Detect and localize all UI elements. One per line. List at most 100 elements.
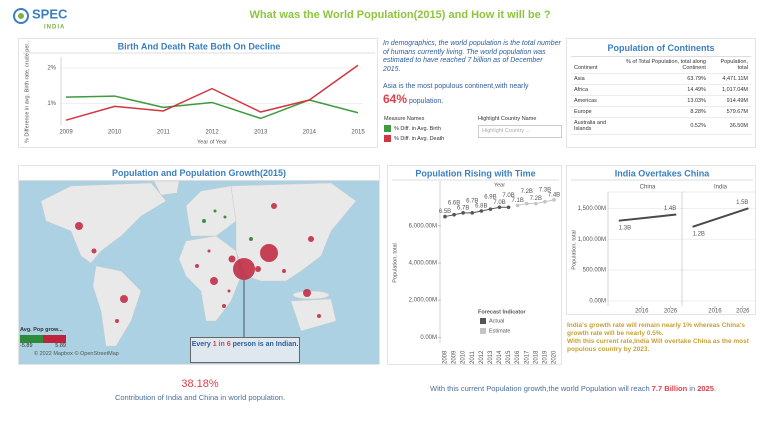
column-header: Population, total xyxy=(708,57,751,74)
map-bubble xyxy=(308,236,314,242)
data-point xyxy=(524,201,529,206)
map-bubble xyxy=(75,222,83,230)
callout-text: person is an Indian. xyxy=(230,341,299,348)
land xyxy=(292,290,330,300)
data-point xyxy=(534,201,538,206)
y-tick-label: 0.00M xyxy=(589,298,606,304)
map-bubble xyxy=(249,237,253,241)
x-tick-label: 2016 xyxy=(708,309,722,315)
legend-label: % Diff. in Avg. Birth xyxy=(394,125,441,132)
data-label: 6.9B xyxy=(484,195,496,201)
map-bubble xyxy=(223,215,227,219)
table-cell: 14.49% xyxy=(620,84,709,96)
facet-header: India xyxy=(714,185,728,191)
land xyxy=(178,235,242,322)
population-rising-chart: Population Rising with Time Population, t… xyxy=(387,165,562,365)
map-bubble xyxy=(207,249,211,253)
map-bubble xyxy=(210,277,218,285)
data-point xyxy=(470,211,475,215)
map-attribution: © 2022 Mapbox © OpenStreetMap xyxy=(34,351,119,357)
facet-header: China xyxy=(640,185,656,191)
series-line xyxy=(65,64,359,121)
data-label: 6.7B xyxy=(466,198,478,204)
share-block: 38.18% Contribution of India and China i… xyxy=(60,378,340,402)
asia-tail: population. xyxy=(408,98,444,105)
x-header: Year xyxy=(494,182,505,188)
data-point xyxy=(543,199,547,204)
logo-name: SPEC xyxy=(32,6,68,21)
data-label: 1.3B xyxy=(619,225,631,231)
x-tick-label: 2012 xyxy=(479,350,485,364)
data-point xyxy=(443,214,447,219)
continents-panel: Population of Continents Continent% of T… xyxy=(566,38,756,148)
x-tick-label: 2020 xyxy=(552,350,558,364)
birth-death-chart: Birth And Death Rate Both On Decline % Di… xyxy=(18,38,378,148)
map-legend: Avg. Pop grow... -5.89 5.89 xyxy=(20,327,100,349)
y-axis-label: Population, total xyxy=(571,230,577,269)
map-bubble xyxy=(282,269,286,273)
map-bubble xyxy=(233,258,255,280)
data-label: 6.6B xyxy=(448,200,460,206)
legend-swatch xyxy=(384,135,391,142)
x-tick-label: 2011 xyxy=(157,130,171,136)
highlight-label: Highlight Country Name xyxy=(478,116,537,122)
map-bubble xyxy=(213,209,217,213)
x-tick-label: 2016 xyxy=(515,350,521,364)
table-header: Continent% of Total Population, total al… xyxy=(571,57,751,74)
column-header: Continent xyxy=(571,57,621,74)
table-cell: Australia and Islands xyxy=(571,117,621,135)
data-label: 6.7B xyxy=(457,205,469,211)
chart-title: India Overtakes China xyxy=(615,168,711,178)
x-tick-label: 2015 xyxy=(351,130,365,136)
x-tick-label: 2009 xyxy=(452,350,458,364)
x-tick-label: 2017 xyxy=(524,350,530,364)
data-label: 7.2B xyxy=(530,196,542,202)
table-cell: 0.52% xyxy=(620,117,709,135)
column-header: % of Total Population, total along Conti… xyxy=(620,57,709,74)
map-bubble xyxy=(260,244,278,262)
highlight-input[interactable]: Highlight Country ... xyxy=(478,125,562,138)
y-tick-label: 500.00M xyxy=(583,268,606,274)
asia-line: Asia is the most populous continent,with… xyxy=(383,83,529,90)
legend-item: % Diff. in Avg. Birth xyxy=(384,125,474,132)
share-caption: Contribution of India and China in world… xyxy=(114,393,286,402)
land xyxy=(40,182,167,264)
logo-tagline: INDIA xyxy=(44,25,65,31)
x-tick-label: 2014 xyxy=(303,130,317,136)
data-point xyxy=(479,209,484,213)
data-point xyxy=(497,205,502,210)
data-label: 1.4B xyxy=(664,206,676,212)
table-row: Australia and Islands 0.52% 36.50M xyxy=(571,117,751,135)
data-label: 7.3B xyxy=(539,187,551,193)
legend-swatch xyxy=(480,328,486,334)
legend-label: % Diff. in Avg. Death xyxy=(394,135,445,142)
table-cell: 579.67M xyxy=(708,106,751,118)
x-tick-label: 2008 xyxy=(443,350,449,364)
table-cell: Africa xyxy=(571,84,621,96)
y-axis-label: Population, total xyxy=(392,243,398,282)
map-bubble xyxy=(255,266,261,272)
share-value: 38.18% xyxy=(181,378,219,390)
x-tick-label: 2018 xyxy=(533,350,539,364)
table-cell: Americas xyxy=(571,95,621,107)
table-cell: 13.03% xyxy=(620,95,709,107)
x-tick-label: 2013 xyxy=(254,130,268,136)
logo-icon-dot xyxy=(18,13,24,19)
x-tick-label: 2009 xyxy=(59,130,73,136)
data-label: 7.0B xyxy=(502,193,514,199)
y-tick-label: 1,000.00M xyxy=(578,237,606,243)
land xyxy=(92,265,142,347)
table-cell: 36.50M xyxy=(708,117,751,135)
legend-swatch xyxy=(384,125,391,132)
table-row: Africa 14.49% 1,017.04M xyxy=(571,84,751,96)
map-legend-labels: -5.89 5.89 xyxy=(20,343,66,349)
callout-highlight: 1 in 6 xyxy=(212,341,231,348)
highlight-placeholder: Highlight Country ... xyxy=(482,128,531,134)
legend-title: Forecast Indicator xyxy=(478,309,527,315)
x-tick-label: 2016 xyxy=(635,309,649,315)
highlight-control: Highlight Country Name Highlight Country… xyxy=(478,116,562,138)
continents-table: Continent% of Total Population, total al… xyxy=(571,57,751,135)
map-bubble xyxy=(271,203,277,209)
map-legend-max: 5.89 xyxy=(55,343,66,349)
